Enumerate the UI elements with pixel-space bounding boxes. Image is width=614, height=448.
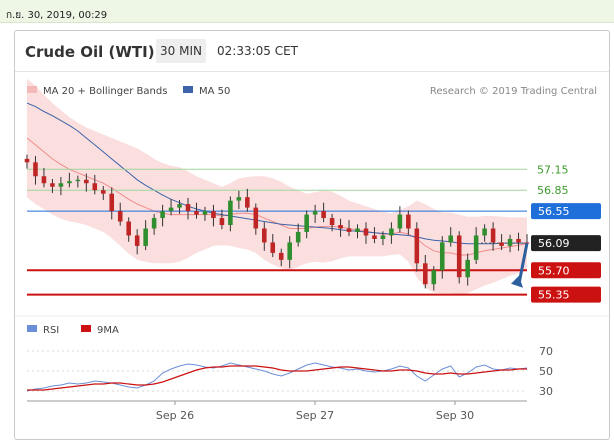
candle-body bbox=[151, 218, 157, 229]
candle-body bbox=[312, 211, 318, 215]
candle-body bbox=[211, 211, 216, 219]
candle-body bbox=[41, 176, 47, 184]
level-57-15-label: 57.15 bbox=[537, 163, 569, 176]
candle-body bbox=[482, 228, 487, 236]
candle-body bbox=[406, 214, 411, 229]
x-tick-label: Sep 30 bbox=[436, 409, 474, 422]
candle-body bbox=[499, 242, 504, 246]
candle-body bbox=[228, 200, 233, 226]
candle-body bbox=[321, 211, 326, 219]
candle-body bbox=[372, 235, 377, 239]
candle-body bbox=[177, 204, 182, 208]
rsi-line bbox=[26, 362, 528, 392]
candle-body bbox=[456, 235, 462, 278]
candle-body bbox=[338, 225, 343, 229]
time-left-label: 02:33:05 CET bbox=[217, 44, 298, 58]
level-55-70-tag bbox=[531, 262, 601, 279]
level-56-55-label: 56.55 bbox=[538, 205, 570, 218]
candle-body bbox=[389, 228, 394, 236]
candle-body bbox=[202, 211, 208, 215]
candle-body bbox=[355, 228, 360, 232]
candle-body bbox=[134, 235, 140, 246]
forecast-arrow bbox=[517, 242, 529, 284]
candle-body bbox=[397, 214, 403, 229]
candle-body bbox=[380, 235, 386, 239]
candle-body bbox=[100, 190, 106, 194]
legend-swatch-rsi bbox=[27, 325, 37, 332]
level-56-85-label: 56.85 bbox=[537, 184, 569, 197]
candle-body bbox=[126, 221, 131, 236]
x-tick-label: Sep 26 bbox=[156, 409, 194, 422]
candle-body bbox=[507, 238, 513, 246]
legend-label-rsi: RSI bbox=[43, 325, 59, 336]
bollinger-band bbox=[27, 78, 527, 296]
candle-body bbox=[33, 162, 38, 177]
level-55-35-label: 55.35 bbox=[538, 289, 570, 302]
rsi-tick-label: 50 bbox=[539, 365, 553, 378]
candle-body bbox=[50, 183, 55, 187]
level-56-09-label: 56.09 bbox=[538, 237, 570, 250]
candle-body bbox=[490, 228, 496, 243]
forecast-arrow-head bbox=[511, 275, 523, 288]
rsi-ma-line bbox=[27, 365, 527, 391]
candle-body bbox=[245, 197, 250, 208]
level-56-55-tag bbox=[531, 203, 601, 220]
candle-body bbox=[287, 242, 293, 260]
candle-body bbox=[67, 181, 72, 184]
candle-body bbox=[109, 193, 115, 212]
candle-body bbox=[253, 207, 259, 229]
candle-body bbox=[423, 263, 428, 285]
legend-swatch-9ma bbox=[81, 325, 91, 332]
candle-body bbox=[160, 211, 165, 219]
chart-svg: MA 20 + Bollinger Bands MA 50 Research © 2… bbox=[15, 78, 609, 422]
ma50-line bbox=[26, 102, 527, 245]
candle-body bbox=[448, 235, 454, 243]
instrument-title: Crude Oil (WTI) bbox=[25, 43, 155, 61]
candle-body bbox=[304, 214, 309, 232]
level-56-09-tag bbox=[531, 235, 601, 252]
candle-body bbox=[295, 231, 301, 243]
top-timestamp: ก.ย. 30, 2019, 00:29 bbox=[6, 10, 108, 21]
candle-body bbox=[236, 197, 242, 201]
legend-swatch-ma50 bbox=[183, 86, 193, 93]
candle-body bbox=[516, 238, 521, 243]
candle-body bbox=[414, 228, 420, 264]
rsi-tick-label: 70 bbox=[539, 345, 553, 358]
x-tick-label: Sep 27 bbox=[296, 409, 334, 422]
candle-body bbox=[363, 228, 369, 236]
candle-body bbox=[465, 259, 470, 278]
legend-label-ma50: MA 50 bbox=[199, 86, 230, 97]
candle-body bbox=[84, 179, 89, 184]
candle-body bbox=[219, 218, 225, 226]
candle-body bbox=[117, 211, 123, 222]
interval-button[interactable]: 30 MIN bbox=[156, 39, 206, 63]
candle-body bbox=[185, 204, 191, 212]
chart-panel: Crude Oil (WTI) 30 MIN 02:33:05 CET MA 2… bbox=[14, 30, 610, 440]
candle-body bbox=[439, 242, 445, 271]
candle-body bbox=[58, 183, 64, 187]
rsi-tick-label: 30 bbox=[539, 385, 553, 398]
legend-label-9ma: 9MA bbox=[97, 325, 119, 336]
candle-body bbox=[194, 211, 199, 215]
legend-label-ma20: MA 20 + Bollinger Bands bbox=[43, 86, 167, 97]
level-55-70-label: 55.70 bbox=[538, 264, 570, 277]
copyright-text: Research © 2019 Trading Central bbox=[430, 86, 597, 97]
candle-body bbox=[143, 228, 148, 246]
candle-body bbox=[346, 228, 352, 232]
candle-body bbox=[524, 242, 530, 244]
candle-body bbox=[431, 270, 437, 285]
chart-header: Crude Oil (WTI) 30 MIN 02:33:05 CET bbox=[15, 31, 609, 72]
candle-body bbox=[473, 235, 479, 260]
candle-body bbox=[24, 158, 30, 163]
candle-body bbox=[329, 218, 335, 226]
candle-body bbox=[75, 179, 81, 182]
candle-body bbox=[168, 207, 174, 212]
top-date-bar: ก.ย. 30, 2019, 00:29 bbox=[0, 0, 614, 23]
candle-body bbox=[92, 183, 98, 191]
candle-body bbox=[278, 252, 284, 260]
candle-body bbox=[261, 228, 267, 243]
candle-body bbox=[270, 242, 276, 253]
level-55-35-tag bbox=[531, 286, 601, 303]
